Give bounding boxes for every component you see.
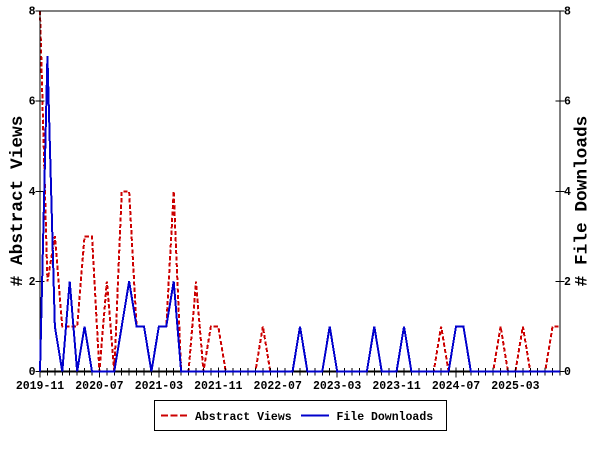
svg-text:# File Downloads: # File Downloads xyxy=(573,116,593,287)
svg-text:2023-11: 2023-11 xyxy=(372,380,420,393)
svg-text:Abstract Views: Abstract Views xyxy=(195,411,292,424)
svg-text:2023-03: 2023-03 xyxy=(313,380,361,393)
svg-text:0: 0 xyxy=(29,366,36,379)
svg-text:4: 4 xyxy=(29,186,36,199)
svg-text:2: 2 xyxy=(29,276,36,289)
svg-text:2024-07: 2024-07 xyxy=(432,380,480,393)
svg-text:6: 6 xyxy=(29,96,36,109)
svg-text:8: 8 xyxy=(564,6,571,19)
svg-text:2020-07: 2020-07 xyxy=(75,380,123,393)
svg-text:2021-03: 2021-03 xyxy=(135,380,183,393)
svg-text:2019-11: 2019-11 xyxy=(16,380,64,393)
svg-text:2021-11: 2021-11 xyxy=(194,380,242,393)
svg-text:# Abstract Views: # Abstract Views xyxy=(8,116,28,287)
svg-text:2: 2 xyxy=(564,276,571,289)
svg-text:File Downloads: File Downloads xyxy=(337,411,434,424)
svg-text:4: 4 xyxy=(564,186,571,199)
svg-text:0: 0 xyxy=(564,366,571,379)
svg-text:2025-03: 2025-03 xyxy=(491,380,539,393)
svg-text:2022-07: 2022-07 xyxy=(254,380,302,393)
svg-text:6: 6 xyxy=(564,96,571,109)
svg-text:8: 8 xyxy=(29,6,36,19)
